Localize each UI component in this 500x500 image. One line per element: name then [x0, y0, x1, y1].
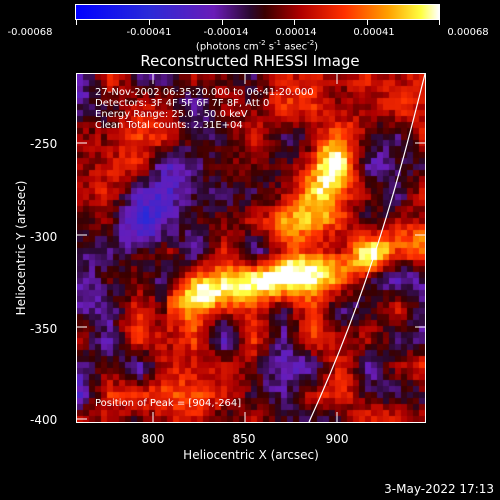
time-range-annotation: 27-Nov-2002 06:35:20.000 to 06:41:20.000 [95, 87, 314, 98]
image-plot: 27-Nov-2002 06:35:20.000 to 06:41:20.000… [76, 73, 426, 423]
colorbar-tick [294, 20, 295, 25]
x-tick-label: 850 [232, 432, 256, 446]
y-tick-label: -250 [30, 137, 58, 151]
plot-title: Reconstructed RHESSI Image [140, 52, 360, 70]
clean-annotation: Clean Total counts: 2.31E+04 [95, 120, 243, 131]
y-tick-label: -400 [30, 413, 58, 427]
colorbar-tick [222, 20, 223, 25]
detectors-annotation: Detectors: 3F 4F 5F 6F 7F 8F, Att 0 [95, 98, 270, 109]
colorbar-tick-label: 0.00068 [447, 27, 489, 38]
colorbar-tick [149, 20, 150, 25]
date-stamp: 3-May-2022 17:13 [384, 482, 494, 496]
rhessi-image-map [77, 74, 425, 422]
colorbar-tick-label: -0.00068 [7, 27, 53, 38]
colorbar-units: (photons cm-2 s-1 asec-2) [195, 39, 319, 53]
y-axis-label: Heliocentric Y (arcsec) [14, 180, 28, 316]
colorbar-tick-label: 0.00041 [353, 27, 395, 38]
colorbar-tick-label: 0.00014 [275, 27, 317, 38]
axis-ticks [77, 74, 425, 422]
x-tick-label: 900 [325, 432, 349, 446]
solar-limb-line [308, 74, 425, 422]
x-tick-label: 800 [141, 432, 165, 446]
limb-overlay [77, 74, 425, 422]
colorbar [75, 4, 440, 20]
colorbar-tick-label: -0.00014 [203, 27, 249, 38]
colorbar-tick [367, 20, 368, 25]
peak-position-annotation: Position of Peak = [904,-264] [95, 398, 242, 409]
colorbar-tick [76, 20, 77, 25]
x-axis-label: Heliocentric X (arcsec) [183, 448, 319, 462]
y-tick-label: -350 [30, 322, 58, 336]
energy-annotation: Energy Range: 25.0 - 50.0 keV [95, 109, 248, 120]
colorbar-tick [439, 20, 440, 25]
colorbar-tick-label: -0.00041 [126, 27, 172, 38]
y-tick-label: -300 [30, 230, 58, 244]
